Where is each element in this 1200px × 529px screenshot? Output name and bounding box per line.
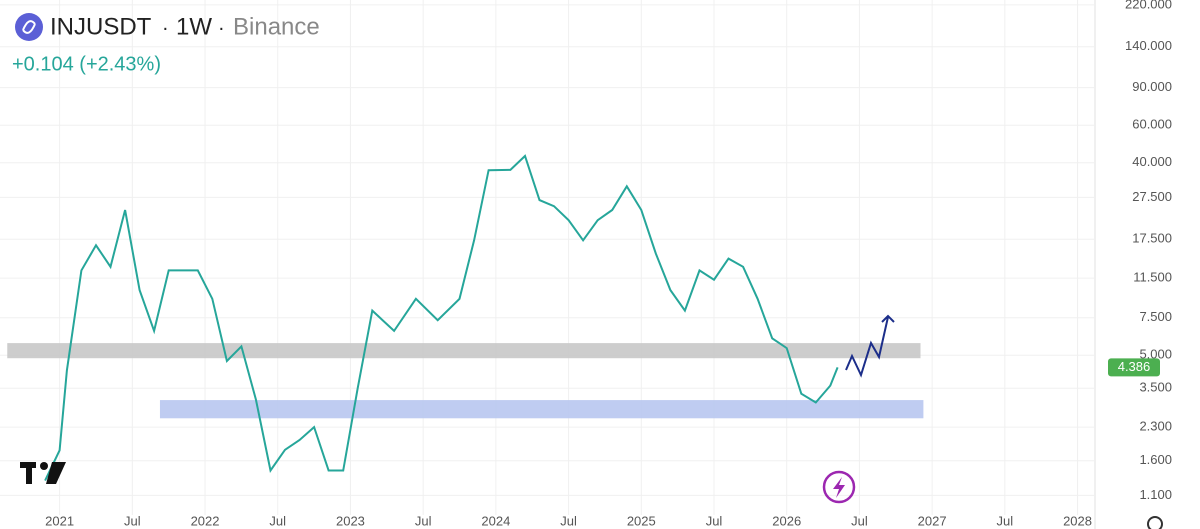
x-tick-label: Jul [851,513,868,528]
x-tick-label: 2028 [1063,513,1092,528]
y-tick-label: 27.500 [1132,189,1172,204]
y-tick-label: 11.500 [1133,270,1172,285]
separator: · [162,17,169,39]
x-tick-label: 2022 [191,513,220,528]
x-tick-label: Jul [997,513,1014,528]
x-tick-label: 2021 [45,513,74,528]
exchange: Binance [233,13,320,40]
last-price-badge [1108,358,1160,377]
x-tick-label: 2027 [918,513,947,528]
x-tick-label: Jul [269,513,286,528]
settings-icon[interactable] [1147,516,1163,529]
x-tick-label: Jul [706,513,723,528]
y-tick-label: 5.000 [1139,347,1172,362]
grid [0,0,1096,529]
price-line [44,154,839,482]
lightning-icon[interactable] [822,470,856,504]
y-tick-label: 220.000 [1125,0,1172,11]
symbol: INJUSDT [50,13,152,40]
y-tick-label: 140.000 [1125,38,1172,53]
x-tick-label: Jul [124,513,141,528]
tv-logo [20,462,66,484]
separator: · [218,17,225,39]
y-tick-label: 60.000 [1132,117,1172,132]
y-tick-label: 17.500 [1132,231,1172,246]
zones [7,343,924,419]
y-tick-label: 3.500 [1139,380,1172,395]
zone [7,343,921,359]
zone [159,400,924,419]
y-tick-label: 1.600 [1139,452,1172,467]
x-tick-label: 2024 [481,513,510,528]
y-tick-label: 90.000 [1132,79,1172,94]
interval: 1W [176,13,212,40]
symbol-icon-glyph [22,20,36,34]
x-tick-label: 2026 [772,513,801,528]
projection-arrow [845,314,895,378]
x-tick-label: Jul [560,513,577,528]
header: INJUSDT · 1W · Binance +0.104 (+2.43%) [12,13,320,75]
x-tick-label: 2023 [336,513,365,528]
x-tick-label: 2025 [627,513,656,528]
y-tick-label: 7.500 [1139,309,1172,324]
last-price-label: 4.386 [1118,359,1151,374]
y-tick-label: 2.300 [1139,419,1172,434]
y-tick-label: 40.000 [1132,154,1172,169]
y-tick-label: 1.100 [1139,487,1172,502]
x-tick-label: Jul [415,513,432,528]
symbol-icon [15,13,43,41]
plot [44,154,839,482]
price-change: +0.104 (+2.43%) [12,53,161,75]
